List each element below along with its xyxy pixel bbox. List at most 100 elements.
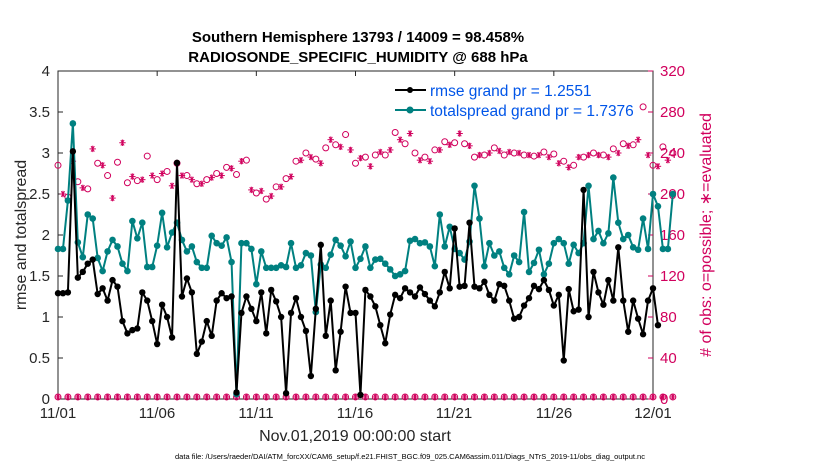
totalspread-point	[262, 264, 270, 272]
obs-evaluated-zero-marker	[610, 394, 616, 400]
obs-possible-zero-marker	[242, 393, 250, 401]
totalspread-point	[639, 215, 647, 222]
y-right-tick-labels: 0 40 80 120 160 200 240 280 320	[660, 63, 685, 408]
rmse-point	[119, 317, 126, 325]
obs-evaluated-marker	[238, 158, 245, 165]
totalspread-point	[590, 235, 597, 243]
rmse-point	[272, 298, 280, 305]
rmse-point	[426, 297, 434, 304]
x-tick-label: 11/06	[139, 405, 175, 422]
obs-possible-marker	[143, 152, 151, 160]
obs-count-markers	[54, 103, 677, 401]
x-axis-label: Nov.01,2019 00:00:00 start	[259, 428, 451, 445]
rmse-point	[297, 313, 305, 321]
obs-possible-marker	[421, 153, 429, 161]
obs-possible-zero-marker	[262, 393, 270, 401]
rmse-point	[446, 285, 453, 292]
obs-possible-zero-marker	[342, 393, 350, 401]
y-left-tick-label: 4	[42, 63, 50, 80]
rmse-point	[530, 282, 538, 290]
rmse-point	[545, 286, 553, 294]
totalspread-point	[491, 252, 498, 259]
rmse-point	[312, 305, 320, 312]
totalspread-point	[619, 235, 627, 243]
totalspread-point	[495, 248, 503, 255]
obs-evaluated-marker	[268, 192, 275, 200]
rmse-point	[317, 241, 324, 249]
obs-possible-zero-marker	[530, 393, 538, 401]
totalspread-point	[243, 239, 250, 247]
totalspread-point	[416, 239, 424, 247]
obs-possible-marker	[639, 103, 647, 111]
obs-possible-zero-marker	[173, 393, 181, 401]
obs-evaluated-marker	[436, 146, 443, 154]
rmse-point	[282, 390, 290, 397]
y-left-tick-label: 3	[42, 145, 50, 162]
rmse-point	[114, 283, 121, 290]
obs-evaluated-zero-marker	[571, 394, 577, 400]
obs-possible-zero-marker	[371, 393, 379, 401]
obs-evaluated-marker	[367, 163, 374, 170]
rmse-point	[218, 290, 225, 297]
obs-possible-marker	[252, 189, 260, 197]
obs-possible-zero-marker	[510, 393, 518, 401]
rmse-point	[570, 308, 577, 315]
rmse-point	[84, 260, 91, 267]
obs-possible-marker	[223, 163, 231, 171]
rmse-point	[506, 297, 513, 304]
y-right-tick-label: 280	[660, 104, 685, 121]
rmse-point	[79, 268, 86, 276]
rmse-point	[347, 309, 354, 317]
rmse-point	[396, 294, 404, 302]
obs-evaluated-marker	[149, 172, 156, 179]
obs-possible-marker	[163, 167, 171, 175]
rmse-point	[525, 294, 533, 302]
obs-possible-marker	[114, 158, 121, 166]
totalspread-point	[228, 258, 235, 266]
obs-evaluated-zero-marker	[362, 394, 368, 400]
obs-evaluated-marker	[347, 146, 354, 154]
obs-evaluated-zero-marker	[323, 394, 329, 400]
obs-evaluated-zero-marker	[65, 394, 71, 400]
obs-possible-marker	[471, 153, 478, 161]
obs-evaluated-marker	[129, 173, 136, 180]
obs-possible-zero-marker	[133, 393, 141, 401]
y-right-tick-label: 40	[660, 350, 677, 367]
obs-evaluated-marker	[59, 190, 67, 198]
obs-possible-marker	[371, 151, 379, 159]
data-file-footnote: data file: /Users/raeder/DAI/ATM_forcXX/…	[175, 452, 645, 461]
rmse-point	[322, 332, 329, 340]
obs-evaluated-marker	[446, 141, 453, 148]
totalspread-point	[282, 263, 290, 271]
obs-possible-marker	[213, 170, 221, 177]
totalspread-point	[481, 262, 488, 270]
totalspread-point	[89, 215, 97, 222]
rmse-point	[188, 289, 196, 296]
obs-evaluated-marker	[139, 176, 146, 183]
obs-evaluated-zero-marker	[263, 394, 269, 400]
totalspread-point	[391, 272, 399, 280]
rmse-point	[104, 297, 111, 304]
rmse-point	[268, 286, 275, 294]
obs-evaluated-zero-marker	[382, 394, 388, 400]
obs-possible-marker	[560, 157, 568, 165]
y-right-tick-label: 120	[660, 268, 685, 285]
totalspread-point	[381, 260, 389, 268]
obs-evaluated-marker	[476, 151, 483, 159]
totalspread-point	[352, 264, 359, 272]
obs-possible-marker	[391, 129, 399, 136]
obs-evaluated-marker	[89, 145, 96, 153]
obs-evaluated-marker	[178, 172, 186, 179]
obs-evaluated-marker	[634, 136, 642, 143]
obs-possible-zero-marker	[94, 393, 102, 401]
rmse-point	[99, 285, 106, 292]
totalspread-point	[530, 259, 538, 267]
y-left-tick-label: 2.5	[29, 186, 50, 203]
obs-evaluated-marker	[396, 136, 404, 143]
obs-possible-marker	[361, 153, 369, 161]
totalspread-point	[69, 120, 77, 127]
obs-evaluated-marker	[158, 170, 166, 177]
obs-evaluated-zero-marker	[412, 394, 418, 400]
totalspread-point	[629, 244, 637, 251]
obs-possible-marker	[381, 151, 389, 159]
